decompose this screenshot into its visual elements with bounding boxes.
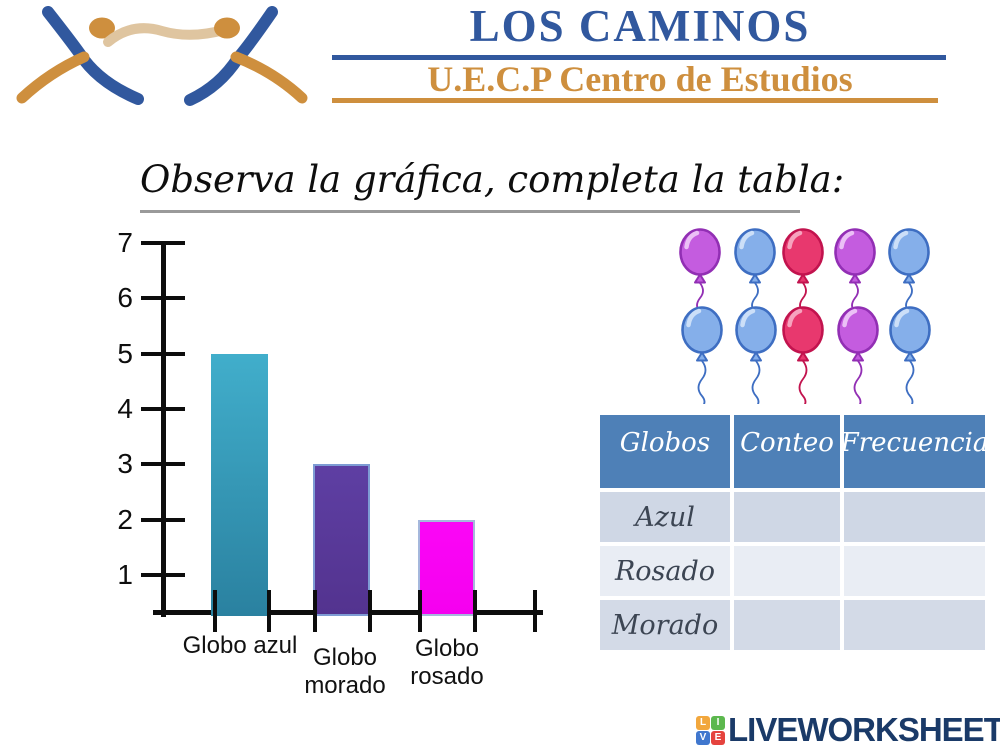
- bar-chart: 1 2 3 4 5 6 7 Globo azul Globo morado Globo rosa…: [95, 227, 565, 710]
- balloon-purple: [676, 226, 724, 317]
- lw-icon-square-l: L: [696, 715, 710, 730]
- row-label-morado: Morado: [600, 600, 730, 650]
- y-axis-tick: [141, 296, 185, 301]
- answer-cell-morado-conteo[interactable]: [734, 600, 840, 650]
- balloon-blue: [886, 304, 934, 409]
- balloon-pink: [779, 304, 827, 409]
- bar-globo-morado: [313, 464, 370, 616]
- balloon-blue: [885, 226, 933, 317]
- answer-cell-rosado-frecuencia[interactable]: [844, 546, 985, 596]
- lw-icon-square-e: E: [711, 730, 725, 745]
- y-axis-tick: [141, 462, 185, 467]
- liveworksheets-wordmark: LIVEWORKSHEETS: [728, 711, 1000, 748]
- blue-divider: [332, 55, 946, 60]
- y-axis-label: 1: [117, 559, 133, 590]
- category-label: Globo rosado: [410, 635, 484, 691]
- y-axis-label: 3: [117, 448, 133, 480]
- table-header-frecuencia: Frecuencia: [841, 415, 988, 488]
- row-label-azul: Azul: [600, 492, 730, 542]
- balloons-illustration: [660, 224, 965, 424]
- y-axis-label: 5: [117, 337, 133, 369]
- balloon-blue: [732, 304, 780, 409]
- lw-icon-square-v: V: [696, 730, 710, 745]
- y-axis-label: 7: [117, 227, 133, 259]
- table-header-conteo: Conteo: [734, 415, 840, 488]
- frequency-table: Globos Conteo Frecuencia Azul Rosado Mor…: [600, 415, 988, 650]
- balloon-blue: [678, 304, 726, 409]
- x-axis-tick: [473, 590, 477, 632]
- lw-icon-square-i: I: [711, 715, 725, 730]
- x-axis-tick: [213, 590, 217, 632]
- x-axis-tick: [267, 590, 271, 632]
- table-header-globos: Globos: [600, 415, 730, 488]
- category-label: Globo morado: [304, 644, 386, 700]
- school-name: LOS CAMINOS: [469, 1, 811, 51]
- y-axis-tick: [141, 351, 185, 356]
- y-axis-label: 4: [117, 393, 133, 424]
- y-axis-label: 2: [117, 503, 133, 535]
- x-axis-tick: [533, 590, 537, 632]
- y-axis-tick: [141, 407, 185, 411]
- x-axis-tick: [368, 590, 372, 632]
- answer-cell-morado-frecuencia[interactable]: [844, 600, 985, 650]
- balloon-blue: [731, 226, 779, 317]
- bar-globo-azul: [211, 353, 268, 616]
- y-axis-tick: [141, 241, 185, 246]
- y-axis: [161, 241, 166, 617]
- school-subtitle: U.E.C.P Centro de Estudios: [427, 59, 853, 99]
- answer-cell-rosado-conteo[interactable]: [734, 546, 840, 596]
- y-axis-label: 6: [117, 282, 133, 314]
- orange-divider: [332, 98, 938, 103]
- x-axis-tick: [418, 590, 422, 632]
- row-label-rosado: Rosado: [600, 546, 730, 596]
- bar-globo-rosado: [418, 519, 475, 616]
- category-label: Globo azul: [182, 632, 298, 659]
- school-logo-icon: [16, 6, 308, 106]
- y-axis-tick: [141, 573, 185, 577]
- y-axis-tick: [141, 517, 185, 522]
- balloon-pink: [779, 226, 827, 317]
- x-axis-tick: [313, 590, 317, 632]
- answer-cell-azul-conteo[interactable]: [734, 492, 840, 542]
- instruction-title: Observa la gráfica, completa la tabla:: [140, 158, 844, 213]
- balloon-purple: [834, 304, 882, 409]
- answer-cell-azul-frecuencia[interactable]: [844, 492, 985, 542]
